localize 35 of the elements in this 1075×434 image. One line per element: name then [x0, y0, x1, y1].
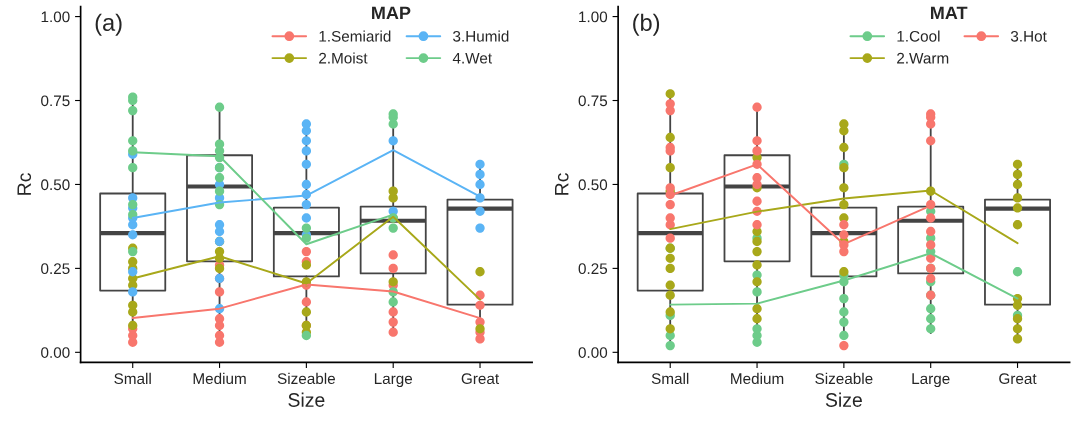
y-tick-label: 1.00: [41, 11, 70, 23]
annotation: (a): [95, 13, 122, 36]
y-axis-title: Rc: [17, 173, 32, 195]
legend-label: 3.Hot: [1010, 30, 1047, 42]
x-tick-label: Small: [114, 372, 151, 385]
legend-title: MAP: [372, 6, 411, 20]
x-tick-label: Sizeable: [815, 372, 873, 385]
legend-label: 4.Wet: [452, 52, 492, 64]
y-tick-label: 0.50: [578, 179, 608, 191]
y-tick-label: 0.25: [41, 263, 70, 275]
y-axis-title: Rc: [555, 173, 569, 195]
y-tick-label: 0.75: [41, 95, 70, 107]
y-tick-label: 1.00: [579, 11, 608, 23]
x-axis-title: Size: [288, 392, 325, 407]
y-tick-label: 0.25: [578, 263, 608, 275]
legend-label: 1.Semiarid: [319, 30, 391, 42]
legend-label: 2.Moist: [319, 52, 368, 64]
x-tick-label: Large: [912, 373, 950, 388]
x-tick-label: Medium: [193, 372, 246, 385]
annotation: (b): [633, 13, 660, 36]
y-tick-label: 0.75: [578, 95, 608, 107]
y-tick-label: 0.50: [41, 179, 70, 191]
legend-title: MAT: [930, 6, 968, 20]
y-tick-label: 0.00: [578, 347, 608, 358]
x-axis-title: Size: [825, 392, 862, 407]
legend-label: 3.Humid: [453, 30, 509, 42]
legend-label: 2.Warm: [897, 52, 949, 64]
x-tick-label: Great: [999, 373, 1037, 385]
legend-label: 1.Cool: [897, 30, 940, 42]
x-tick-label: Small: [651, 372, 689, 385]
x-tick-label: Great: [461, 373, 500, 385]
x-tick-label: Medium: [731, 372, 784, 385]
y-tick-label: 0.00: [41, 347, 70, 358]
x-tick-label: Sizeable: [277, 372, 335, 385]
x-tick-label: Large: [374, 373, 413, 388]
